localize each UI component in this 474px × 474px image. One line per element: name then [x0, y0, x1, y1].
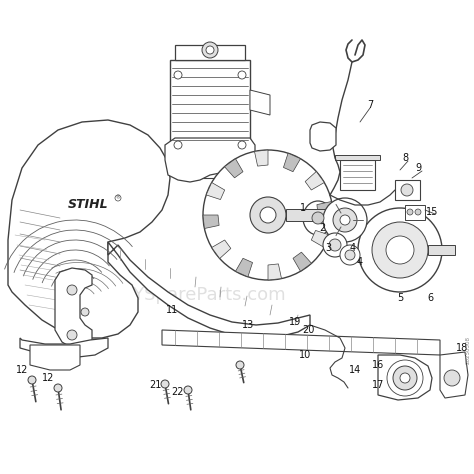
Circle shape: [323, 198, 367, 242]
Circle shape: [54, 384, 62, 392]
Text: 5: 5: [397, 293, 403, 303]
Polygon shape: [310, 122, 336, 151]
Polygon shape: [30, 345, 80, 370]
Text: ®: ®: [116, 195, 120, 201]
Circle shape: [372, 222, 428, 278]
Circle shape: [260, 207, 276, 223]
Circle shape: [312, 212, 324, 224]
Polygon shape: [170, 60, 250, 160]
Text: 12: 12: [42, 373, 54, 383]
Circle shape: [386, 236, 414, 264]
Text: 2: 2: [319, 223, 325, 233]
Circle shape: [174, 71, 182, 79]
Polygon shape: [286, 209, 328, 221]
Circle shape: [184, 386, 192, 394]
Circle shape: [238, 141, 246, 149]
Polygon shape: [206, 182, 225, 200]
Text: 11: 11: [166, 305, 178, 315]
Ellipse shape: [303, 201, 333, 235]
Polygon shape: [8, 120, 170, 338]
Text: 15: 15: [426, 207, 438, 217]
Polygon shape: [395, 180, 420, 200]
Polygon shape: [440, 352, 468, 398]
Text: 16: 16: [372, 360, 384, 370]
Circle shape: [340, 245, 360, 265]
Polygon shape: [428, 245, 455, 255]
Text: 12: 12: [16, 365, 28, 375]
Text: 9: 9: [415, 163, 421, 173]
Text: 20250308: 20250308: [465, 336, 471, 364]
Polygon shape: [250, 90, 270, 115]
Text: 4: 4: [357, 257, 363, 267]
Circle shape: [115, 195, 121, 201]
Polygon shape: [162, 330, 440, 355]
Text: 6: 6: [427, 293, 433, 303]
Circle shape: [345, 250, 355, 260]
Text: 7: 7: [367, 100, 373, 110]
Text: 13: 13: [242, 320, 254, 330]
Text: 17: 17: [372, 380, 384, 390]
Polygon shape: [236, 258, 253, 277]
Circle shape: [161, 380, 169, 388]
Circle shape: [174, 141, 182, 149]
Polygon shape: [335, 155, 380, 160]
Text: DIYSpareParts.com: DIYSpareParts.com: [114, 286, 286, 304]
Circle shape: [323, 233, 347, 257]
Text: 22: 22: [172, 387, 184, 397]
Polygon shape: [20, 338, 108, 358]
Polygon shape: [293, 252, 311, 271]
Polygon shape: [165, 138, 255, 182]
Polygon shape: [340, 160, 375, 190]
Polygon shape: [225, 159, 243, 178]
Circle shape: [401, 184, 413, 196]
Circle shape: [67, 285, 77, 295]
Polygon shape: [212, 240, 231, 258]
Circle shape: [67, 330, 77, 340]
Text: 20: 20: [302, 325, 314, 335]
Circle shape: [236, 361, 244, 369]
Circle shape: [407, 209, 413, 215]
Circle shape: [250, 197, 286, 233]
Polygon shape: [203, 215, 219, 228]
Text: 19: 19: [289, 317, 301, 327]
Circle shape: [333, 208, 357, 232]
Polygon shape: [305, 172, 324, 190]
Circle shape: [202, 42, 218, 58]
Text: 1: 1: [300, 203, 306, 213]
Polygon shape: [268, 264, 282, 280]
Circle shape: [206, 46, 214, 54]
Circle shape: [393, 366, 417, 390]
Circle shape: [329, 239, 341, 251]
Text: 8: 8: [402, 153, 408, 163]
Polygon shape: [283, 153, 301, 172]
Circle shape: [340, 215, 350, 225]
Polygon shape: [55, 268, 92, 348]
Circle shape: [81, 308, 89, 316]
Text: 10: 10: [299, 350, 311, 360]
Text: STIHL: STIHL: [68, 199, 109, 211]
Text: 4: 4: [350, 243, 356, 253]
Circle shape: [238, 71, 246, 79]
Polygon shape: [317, 201, 333, 215]
Text: 18: 18: [456, 343, 468, 353]
Circle shape: [358, 208, 442, 292]
Text: 3: 3: [325, 243, 331, 253]
Polygon shape: [108, 242, 310, 338]
Circle shape: [203, 150, 333, 280]
Polygon shape: [175, 45, 245, 60]
Text: 21: 21: [149, 380, 161, 390]
Polygon shape: [180, 160, 240, 178]
Polygon shape: [378, 355, 432, 400]
Polygon shape: [255, 150, 268, 166]
Circle shape: [415, 209, 421, 215]
Circle shape: [444, 370, 460, 386]
Polygon shape: [405, 205, 425, 220]
Text: 14: 14: [349, 365, 361, 375]
Polygon shape: [311, 230, 330, 247]
Circle shape: [400, 373, 410, 383]
Circle shape: [28, 376, 36, 384]
